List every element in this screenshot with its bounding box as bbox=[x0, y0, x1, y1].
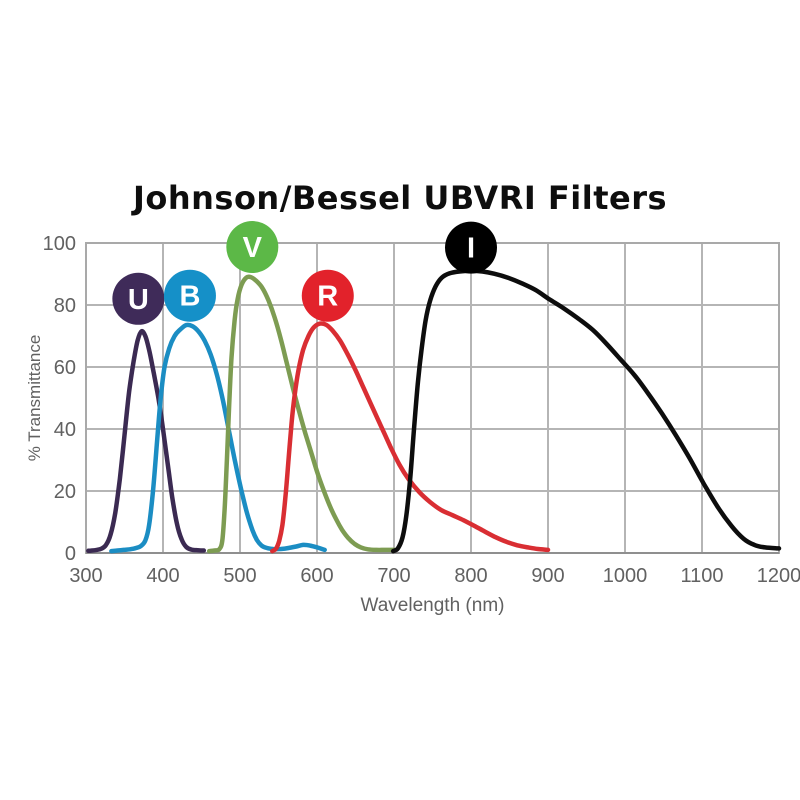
x-axis-title: Wavelength (nm) bbox=[361, 595, 505, 616]
x-tick-label-700: 700 bbox=[377, 565, 410, 587]
y-tick-label-60: 60 bbox=[54, 357, 76, 379]
x-tick-label-300: 300 bbox=[69, 565, 102, 587]
badge-label-V: V bbox=[243, 232, 263, 264]
y-tick-label-20: 20 bbox=[54, 481, 76, 503]
x-tick-label-1000: 1000 bbox=[603, 565, 648, 587]
chart-title: Johnson/Bessel UBVRI Filters bbox=[132, 179, 668, 217]
badge-circle-V bbox=[226, 221, 279, 274]
badge-label-U: U bbox=[128, 284, 149, 316]
y-tick-label-40: 40 bbox=[54, 419, 76, 441]
badge-circle-B bbox=[163, 269, 216, 322]
curve-U-filter bbox=[86, 329, 207, 554]
x-tick-label-500: 500 bbox=[223, 565, 256, 587]
badge-label-R: R bbox=[317, 281, 338, 313]
badge-circle-U bbox=[112, 272, 165, 325]
badge-U: U bbox=[112, 272, 165, 325]
badge-label-B: B bbox=[179, 281, 200, 313]
badge-V: V bbox=[226, 221, 279, 274]
badge-label-I: I bbox=[467, 233, 475, 265]
y-tick-label-100: 100 bbox=[43, 233, 76, 255]
x-tick-label-800: 800 bbox=[454, 565, 487, 587]
curve-B-filter bbox=[109, 322, 327, 554]
y-tick-label-0: 0 bbox=[65, 543, 76, 565]
x-tick-label-900: 900 bbox=[531, 565, 564, 587]
x-tick-label-1100: 1100 bbox=[680, 565, 723, 587]
curve-R-filter bbox=[270, 321, 551, 554]
badge-I: I bbox=[445, 221, 497, 274]
curve-I-filter bbox=[390, 268, 782, 554]
x-tick-label-600: 600 bbox=[300, 565, 333, 587]
badge-R: R bbox=[301, 269, 354, 322]
badge-B: B bbox=[163, 269, 216, 322]
curve-V-filter bbox=[206, 274, 397, 554]
y-tick-label-80: 80 bbox=[54, 295, 76, 317]
x-tick-label-1200: 1200 bbox=[757, 565, 800, 587]
x-tick-label-400: 400 bbox=[146, 565, 179, 587]
y-axis-title: % Transmittance bbox=[25, 335, 44, 462]
badge-circle-I bbox=[445, 221, 497, 274]
badge-circle-R bbox=[301, 269, 354, 322]
